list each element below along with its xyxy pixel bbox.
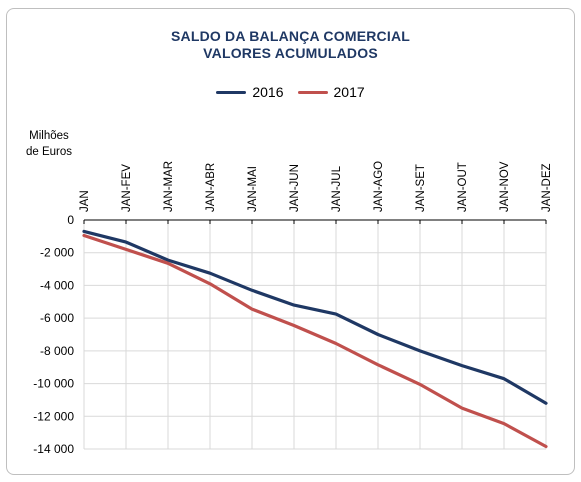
y-tick-label-7: -14 000	[33, 442, 74, 456]
x-tick-label-6: JAN-JUL	[331, 165, 343, 212]
x-tick-label-9: JAN-OUT	[457, 162, 469, 212]
x-tick-label-3: JAN-ABR	[205, 163, 217, 212]
x-tick-label-5: JAN-JUN	[289, 164, 301, 212]
chart-title: SALDO DA BALANÇA COMERCIAL	[170, 28, 411, 44]
legend-label-2017: 2017	[333, 84, 365, 100]
x-tick-label-4: JAN-MAI	[247, 166, 259, 212]
y-tick-label-3: -6 000	[40, 311, 74, 325]
y-tick-label-2: -4 000	[40, 278, 74, 292]
y-axis-unit-label: Milhões de Euros	[14, 128, 84, 160]
x-tick-label-11: JAN-DEZ	[541, 163, 553, 212]
y-tick-label-5: -10 000	[33, 377, 74, 391]
legend-swatch-2017	[297, 90, 328, 94]
legend-swatch-2016	[216, 90, 247, 94]
y-axis-unit-line-1: Milhões	[29, 130, 69, 142]
x-tick-label-2: JAN-MAR	[163, 161, 175, 212]
x-tick-label-7: JAN-AGO	[373, 161, 385, 212]
x-tick-label-8: JAN-SET	[415, 164, 427, 212]
x-tick-label-0: JAN	[79, 190, 91, 212]
y-tick-label-4: -8 000	[40, 344, 74, 358]
legend-label-2016: 2016	[252, 84, 284, 100]
y-tick-label-1: -2 000	[40, 246, 74, 260]
legend-item-2017: 2017	[297, 84, 365, 100]
y-tick-label-6: -12 000	[33, 409, 74, 423]
x-tick-label-10: JAN-NOV	[499, 161, 511, 212]
chart-subtitle: VALORES ACUMULADOS	[203, 45, 378, 61]
legend-item-2016: 2016	[216, 84, 284, 100]
y-axis-unit-line-2: de Euros	[25, 146, 73, 158]
y-tick-label-0: 0	[67, 213, 74, 227]
series-line-2017	[82, 233, 548, 449]
x-tick-label-1: JAN-FEV	[121, 164, 133, 212]
chart-title-block: SALDO DA BALANÇA COMERCIAL VALORES ACUMU…	[0, 28, 581, 62]
legend: 2016 2017	[0, 84, 581, 100]
series-line-2016	[82, 229, 548, 405]
